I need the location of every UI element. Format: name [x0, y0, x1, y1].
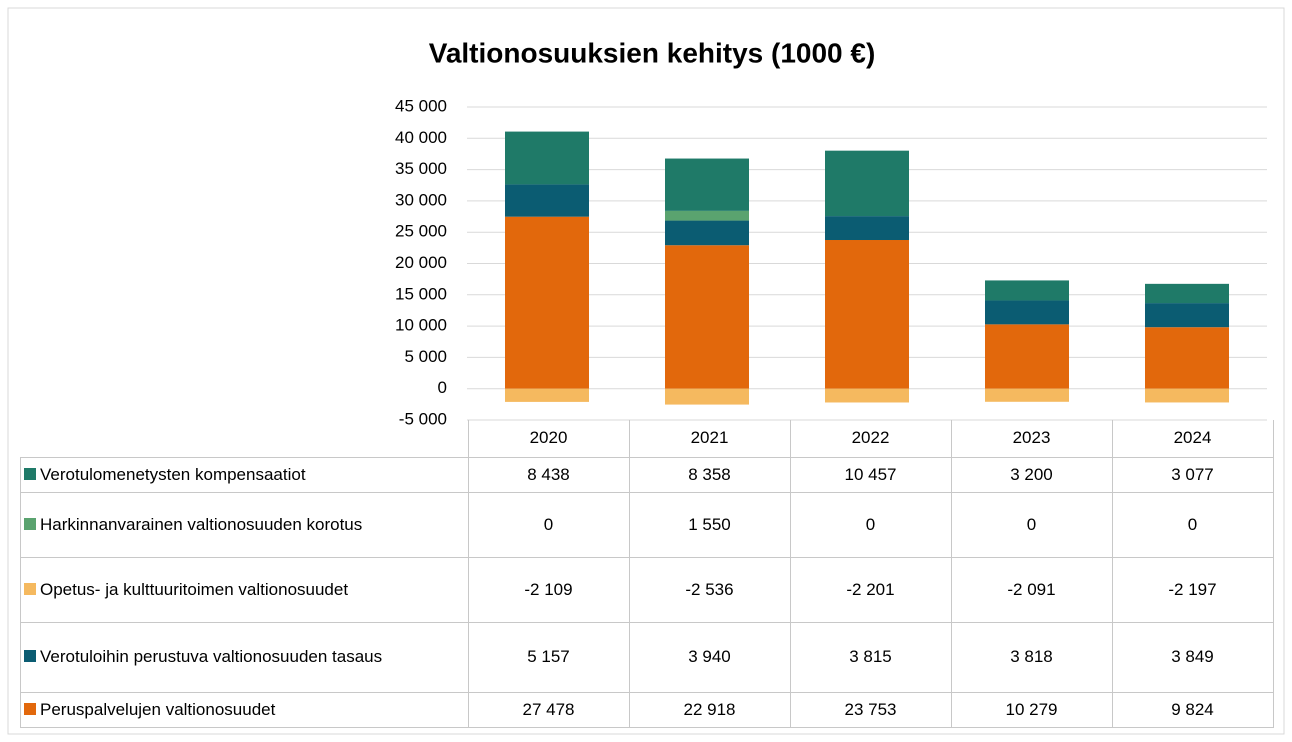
value-cell: 8 438 [467, 456, 630, 493]
legend-swatch [24, 702, 36, 715]
y-tick-label: 30 000 [395, 190, 447, 209]
value-cell: 0 [1111, 491, 1274, 558]
value-cell: 23 753 [789, 691, 952, 728]
bar-segment [665, 245, 749, 389]
legend-swatch [24, 582, 36, 595]
y-tick-label: 10 000 [395, 316, 447, 335]
legend-label: Opetus- ja kulttuuritoimen valtionosuude… [40, 579, 349, 599]
bar-segment [665, 220, 749, 246]
y-tick-label: 0 [438, 378, 447, 397]
header-row: 2020 2021 2022 2023 2024 [20, 420, 1274, 458]
value-cell: -2 091 [950, 556, 1113, 623]
bar-segment [825, 388, 909, 403]
value-cell: -2 201 [789, 556, 952, 623]
value-cell: -2 109 [467, 556, 630, 623]
y-tick-label: 20 000 [395, 253, 447, 272]
value-cell: 3 077 [1111, 456, 1274, 493]
bar-segment [505, 388, 589, 402]
legend-swatch [24, 650, 36, 662]
value-cell: 3 200 [950, 456, 1113, 493]
series-row: Opetus- ja kulttuuritoimen valtionosuude… [20, 556, 1274, 623]
series-row: Peruspalvelujen valtionosuudet 27 478 22 9… [20, 691, 1274, 728]
bar-segment [1145, 327, 1229, 389]
legend-entry: Peruspalvelujen valtionosuudet [20, 691, 469, 728]
legend-entry: Opetus- ja kulttuuritoimen valtionosuude… [20, 556, 469, 623]
value-cell: 3 818 [950, 621, 1113, 693]
series-row: Verotulomenetysten kompensaatiot 8 438 8 3… [20, 456, 1274, 493]
data-table: 2020 2021 2022 2023 2024 Verotulomenetysten k… [20, 420, 1274, 728]
value-cell: 0 [467, 491, 630, 558]
category-label: 2024 [1111, 420, 1274, 458]
series-row: Harkinnanvarainen valtionosuuden korotus… [20, 491, 1274, 558]
value-cell: 8 358 [628, 456, 791, 493]
category-label: 2021 [628, 420, 791, 458]
bar-segment [1145, 283, 1229, 304]
y-tick-label: 25 000 [395, 222, 447, 241]
bar-segment [985, 388, 1069, 402]
bar-segment [985, 324, 1069, 389]
value-cell: 10 279 [950, 691, 1113, 728]
bar-segment [825, 216, 909, 241]
bar-segment [665, 388, 749, 405]
bar-segment [665, 210, 749, 221]
chart-title: Valtionosuuksien kehitys (1000 €) [429, 37, 876, 68]
bar-segment [505, 216, 589, 389]
y-tick-label: 40 000 [395, 128, 447, 147]
legend-entry: Verotuloihin perustuva valtionosuuden ta… [20, 621, 469, 693]
category-label: 2023 [950, 420, 1113, 458]
legend-label: Verotuloihin perustuva valtionosuuden ta… [40, 647, 383, 666]
bar-segment [985, 280, 1069, 301]
bar-segment [825, 150, 909, 217]
corner [20, 420, 469, 457]
value-cell: 22 918 [628, 691, 791, 728]
legend-entry: Verotulomenetysten kompensaatiot [20, 456, 469, 493]
y-tick-label: 35 000 [395, 159, 447, 178]
bar-segment [825, 240, 909, 389]
bar-segment [505, 184, 589, 217]
value-cell: 0 [950, 491, 1113, 558]
value-cell: -2 197 [1111, 556, 1274, 623]
value-cell: 3 849 [1111, 621, 1274, 693]
value-cell: 9 824 [1111, 691, 1274, 728]
bar-segment [1145, 303, 1229, 328]
value-cell: 10 457 [789, 456, 952, 493]
value-cell: 0 [789, 491, 952, 558]
value-cell: 27 478 [467, 691, 630, 728]
legend-swatch [24, 467, 36, 480]
legend-label: Verotulomenetysten kompensaatiot [40, 464, 306, 484]
bar-segment [505, 131, 589, 185]
bar-segment [665, 158, 749, 211]
value-cell: -2 536 [628, 556, 791, 623]
y-tick-label: 45 000 [395, 96, 447, 115]
series-row: Verotuloihin perustuva valtionosuuden ta… [20, 621, 1274, 693]
y-tick-label: 15 000 [395, 284, 447, 303]
bar-segment [1145, 388, 1229, 403]
y-tick-label: 5 000 [404, 347, 447, 366]
legend-label: Peruspalvelujen valtionosuudet [40, 699, 276, 719]
legend-label: Harkinnanvarainen valtionosuuden korotus [40, 514, 363, 534]
bar-segment [985, 300, 1069, 325]
value-cell: 1 550 [628, 491, 791, 558]
legend-swatch [24, 517, 36, 530]
category-label: 2022 [789, 420, 952, 458]
category-label: 2020 [467, 420, 630, 458]
value-cell: 3 815 [789, 621, 952, 693]
legend-entry: Harkinnanvarainen valtionosuuden korotus [20, 491, 469, 558]
value-cell: 5 157 [467, 621, 630, 693]
value-cell: 3 940 [628, 621, 791, 693]
